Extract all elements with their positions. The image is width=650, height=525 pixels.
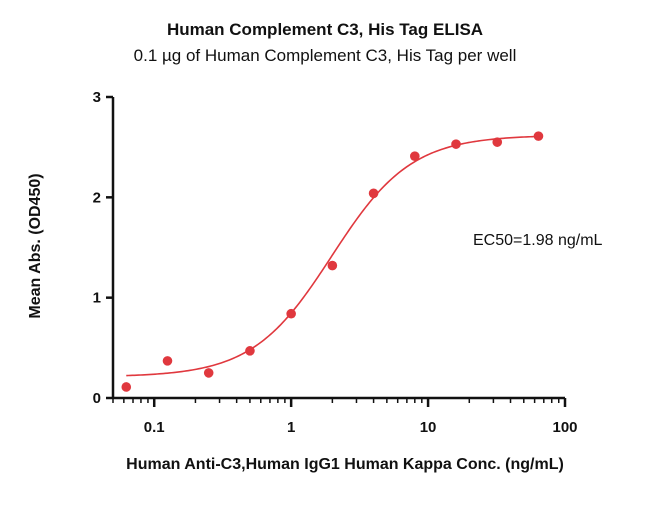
fit-curve	[126, 135, 539, 377]
data-point	[245, 346, 255, 356]
axes: 0 1 2 3 0.1 1 10 100	[93, 89, 578, 436]
x-tick-label: 0.1	[144, 419, 165, 436]
data-point	[368, 188, 379, 199]
chart-subtitle: 0.1 µg of Human Complement C3, His Tag p…	[133, 46, 517, 65]
data-point	[327, 260, 338, 271]
chart-title: Human Complement C3, His Tag ELISA	[166, 20, 484, 39]
data-point	[203, 368, 214, 378]
x-tick-label: 100	[552, 419, 577, 436]
data-point	[121, 382, 132, 392]
y-tick-label: 0	[93, 390, 101, 407]
x-tick-label: 10	[420, 419, 437, 436]
fit-curve-layer	[126, 135, 539, 377]
data-point	[410, 151, 420, 161]
data-point	[533, 131, 544, 141]
data-point	[286, 308, 296, 319]
y-tick-label: 1	[93, 290, 101, 307]
ec50-annotation: EC50=1.98 ng/mL	[473, 232, 603, 249]
x-axis-label: Human Anti-C3,Human IgG1 Human Kappa Con…	[126, 456, 564, 473]
x-tick-label: 1	[287, 419, 295, 436]
y-tick-label: 2	[93, 189, 101, 206]
data-point	[162, 356, 173, 366]
y-tick-label: 3	[93, 89, 101, 106]
data-point	[451, 139, 461, 149]
data-point	[492, 137, 503, 147]
data-points	[121, 131, 544, 392]
